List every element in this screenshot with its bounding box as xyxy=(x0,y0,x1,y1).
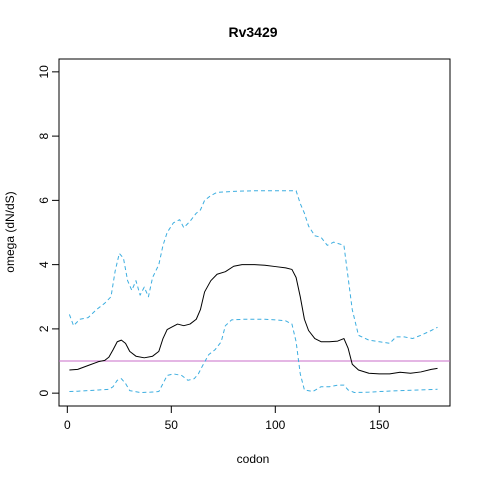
x-axis-label: codon xyxy=(237,452,270,466)
x-tick-label: 50 xyxy=(165,418,179,432)
y-tick-label: 2 xyxy=(37,325,51,332)
y-axis-label: omega (dN/dS) xyxy=(3,191,17,272)
series-line xyxy=(69,318,438,394)
y-tick-label: 10 xyxy=(37,65,51,79)
plot-frame xyxy=(58,58,451,407)
x-tick-label: 150 xyxy=(369,418,389,432)
series-line xyxy=(69,264,438,375)
y-tick-label: 8 xyxy=(37,132,51,139)
x-axis: 0 50 100 150 xyxy=(64,405,390,432)
y-tick-label: 0 xyxy=(37,389,51,396)
chart-title: Rv3429 xyxy=(228,24,277,40)
y-tick-label: 4 xyxy=(37,261,51,268)
x-tick-label: 100 xyxy=(265,418,285,432)
series-line xyxy=(68,190,438,344)
y-tick-label: 6 xyxy=(37,197,51,204)
x-tick-label: 0 xyxy=(64,418,71,432)
y-axis: 0 2 4 6 8 10 xyxy=(37,65,60,396)
series-layer xyxy=(68,190,438,394)
